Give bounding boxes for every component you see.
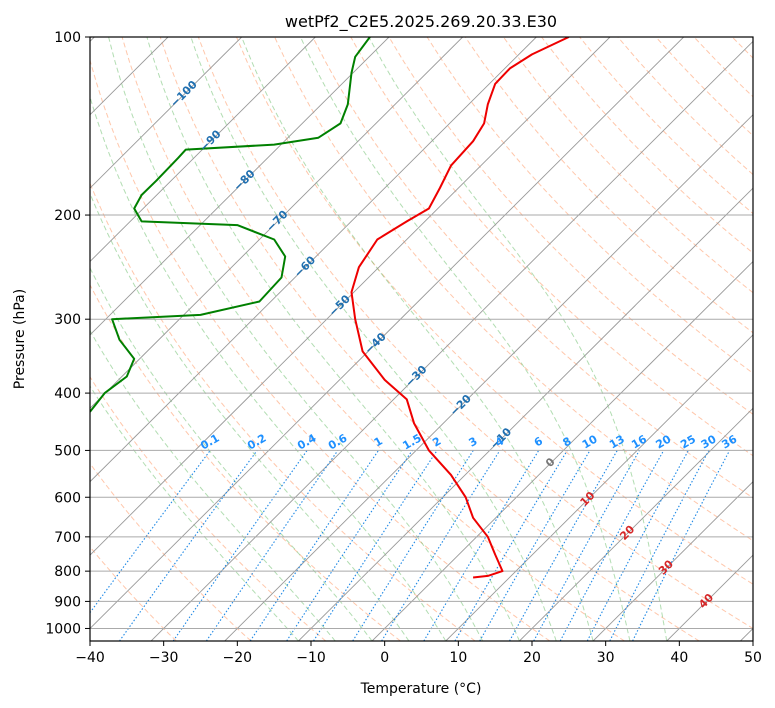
mixing-ratio-line [632, 450, 731, 641]
y-tick-label: 700 [54, 530, 81, 546]
x-tick-label: −20 [223, 650, 253, 666]
isotherm-line [90, 37, 316, 263]
x-tick-label: −10 [296, 650, 326, 666]
isotherm-line [90, 37, 464, 409]
mixing-ratio-line [509, 450, 618, 641]
mixing-ratio-line [313, 450, 438, 641]
isotherm-line [150, 40, 753, 641]
y-tick-label: 500 [54, 443, 81, 459]
y-tick-label: 800 [54, 564, 81, 580]
chart-title: wetPf2_C2E5.2025.269.20.33.E30 [285, 12, 557, 32]
sounding-profiles [90, 37, 570, 579]
moist-adiabat [300, 37, 631, 641]
y-tick-label: 1000 [45, 621, 81, 637]
dry-adiabat [312, 37, 753, 499]
moist-adiabat [368, 37, 668, 641]
mixing-ratio-line [90, 450, 211, 614]
mixing-ratio-line [352, 450, 474, 641]
moist-adiabat [241, 37, 594, 641]
dry-adiabat [426, 37, 753, 374]
y-axis-ticks: 100 200 300 400 500 600 700 800 900 1000 [45, 30, 90, 637]
x-tick-label: −40 [75, 650, 105, 666]
isotherm-line [90, 37, 685, 630]
dry-adiabat [90, 462, 252, 641]
y-tick-label: 100 [54, 30, 81, 46]
mixing-ratio-line [609, 450, 710, 641]
x-tick-label: 40 [670, 650, 688, 666]
y-tick-label: 300 [54, 312, 81, 328]
y-tick-label: 400 [54, 386, 81, 402]
isotherm-line [90, 37, 537, 483]
dry-adiabat [159, 37, 700, 641]
moist-adiabat [90, 95, 447, 641]
mixing-ratio-line [286, 450, 413, 641]
isotherm-line [90, 37, 390, 336]
dry-adiabat [236, 37, 753, 585]
mixing-ratio-line [119, 450, 258, 641]
x-tick-label: 50 [744, 650, 762, 666]
dewpoint-profile [90, 37, 371, 413]
dry-adiabat [197, 37, 753, 630]
isotherm-line [224, 114, 753, 641]
y-tick-label: 600 [54, 490, 81, 506]
x-axis-ticks: −40 −30 −20 −10 0 10 20 30 40 50 [75, 641, 762, 666]
moist-adiabat [146, 37, 520, 641]
isotherm-line [445, 334, 753, 641]
mixing-ratio-line [249, 450, 379, 641]
x-tick-label: −30 [149, 650, 179, 666]
moist-adiabat [190, 37, 557, 641]
x-tick-label: 20 [523, 650, 541, 666]
dry-adiabat [502, 37, 753, 294]
isotherm-line [592, 481, 753, 641]
mixing-ratio-line [559, 450, 665, 641]
isotherm-line [90, 37, 243, 189]
isotherm-line [298, 187, 753, 641]
temperature-profile [350, 37, 570, 579]
dry-adiabat [90, 375, 327, 641]
mixing-ratio-line [423, 450, 540, 641]
moist-adiabat [108, 37, 484, 641]
dry-adiabat [90, 58, 551, 641]
mixing-ratio-line [381, 450, 501, 641]
y-tick-label: 200 [54, 208, 81, 224]
mixing-ratio-line [586, 450, 689, 641]
mixing-ratio-line [172, 450, 308, 641]
x-tick-label: 0 [380, 650, 389, 666]
moist-adiabat [90, 192, 410, 641]
isotherm-line [519, 407, 753, 641]
dry-adiabat [90, 182, 476, 641]
plot-frame [89, 36, 754, 642]
isotherm-line [90, 37, 611, 556]
mixing-ratio-line [533, 450, 640, 641]
isotherm-line [371, 260, 753, 641]
y-tick-label: 900 [54, 594, 81, 610]
dry-adiabat [388, 37, 753, 415]
x-tick-label: 30 [597, 650, 615, 666]
pressure-grid [90, 37, 753, 629]
dry-adiabat [90, 546, 177, 641]
y-axis-label: Pressure (hPa) [12, 289, 28, 389]
mixing-ratio-line [205, 450, 339, 641]
x-tick-label: 10 [449, 650, 467, 666]
x-axis-label: Temperature (°C) [360, 681, 482, 697]
dry-adiabat [121, 37, 625, 641]
